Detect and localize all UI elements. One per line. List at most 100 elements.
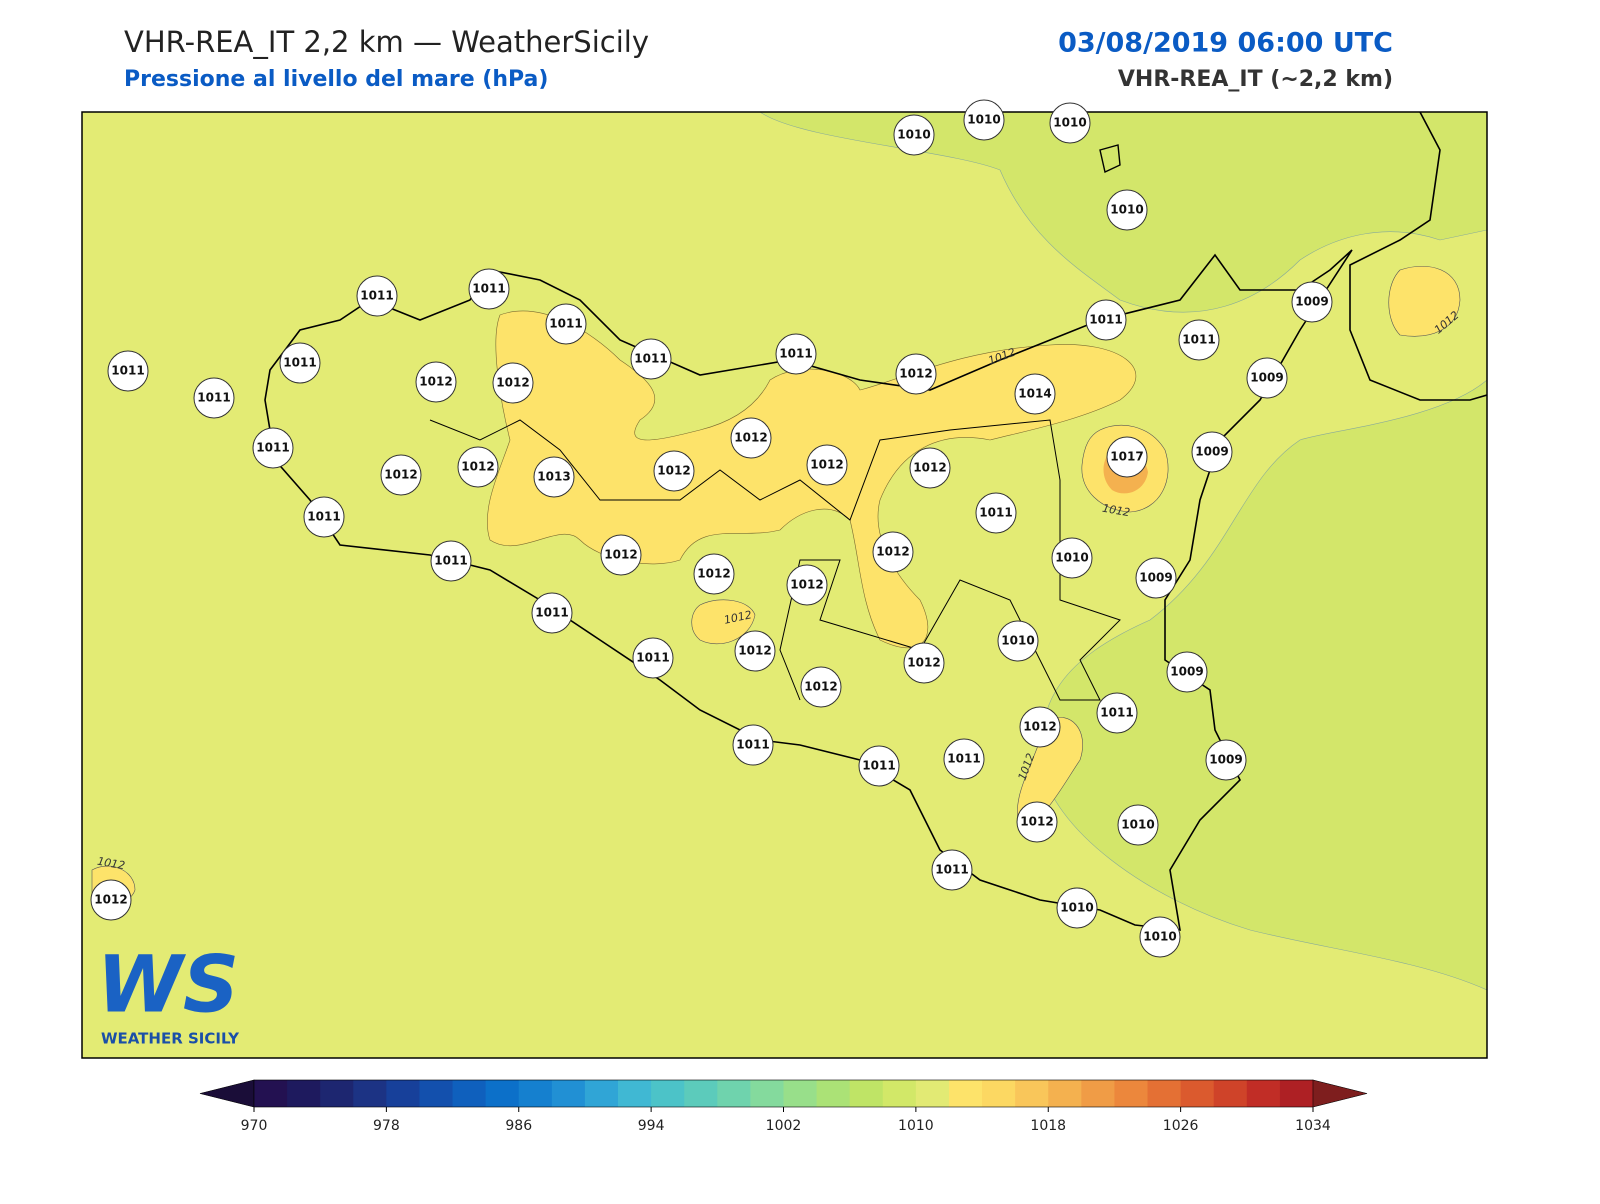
station-marker: [997, 620, 1039, 662]
station-value: 1012: [804, 680, 837, 694]
station-value: 1011: [979, 506, 1012, 520]
zone-high: [486, 310, 1137, 649]
logo-mark: WS: [97, 940, 239, 1030]
colorbar-tick-label: 1026: [1163, 1118, 1199, 1134]
station-marker: [1016, 801, 1058, 843]
colorbar-segment: [1246, 1080, 1281, 1107]
coastline: [1349, 112, 1487, 401]
station-marker: [1096, 692, 1138, 734]
station-marker: [492, 362, 534, 404]
station-marker: [931, 849, 973, 891]
colorbar-segment: [1213, 1080, 1248, 1107]
station-value: 1011: [736, 738, 769, 752]
station-value: 1012: [876, 545, 909, 559]
station-marker: [1178, 319, 1220, 361]
colorbar-segment: [1279, 1080, 1314, 1107]
contour-label: 1012: [96, 855, 126, 873]
station-value: 1009: [1195, 445, 1228, 459]
station-value: 1011: [111, 364, 144, 378]
station-value: 1013: [537, 470, 570, 484]
station-value: 1011: [947, 752, 980, 766]
station-marker: [909, 447, 951, 489]
station-value: 1012: [419, 375, 452, 389]
station-value: 1012: [697, 567, 730, 581]
station-value: 1011: [636, 651, 669, 665]
station-marker: [90, 879, 132, 921]
station-value: 1012: [734, 431, 767, 445]
station-marker: [468, 268, 510, 310]
station-value: 1012: [790, 578, 823, 592]
station-marker: [380, 454, 422, 496]
station-value: 1012: [907, 656, 940, 670]
station-marker: [1117, 804, 1159, 846]
station-marker: [356, 275, 398, 317]
colorbar-segment: [1114, 1080, 1149, 1107]
station-marker: [903, 642, 945, 684]
station-marker: [531, 592, 573, 634]
colorbar-segment: [783, 1080, 818, 1107]
station-marker: [252, 427, 294, 469]
map-frame: [81, 111, 1488, 1059]
station-marker: [1051, 537, 1093, 579]
colorbar-segment: [1147, 1080, 1182, 1107]
date: 03/08/2019 06:00 UTC: [1058, 28, 1393, 59]
station-marker: [1166, 651, 1208, 693]
station-value: 1011: [434, 554, 467, 568]
station-value: 1010: [1055, 551, 1088, 565]
station-value: 1011: [1100, 706, 1133, 720]
station-value: 1011: [1089, 313, 1122, 327]
station-value: 1010: [1143, 930, 1176, 944]
colorbar-segment: [386, 1080, 420, 1107]
station-marker: [895, 353, 937, 395]
station-value: 1010: [1053, 116, 1086, 130]
station-value: 1009: [1170, 665, 1203, 679]
colorbar-segment: [882, 1080, 917, 1107]
colorbar-segment: [1015, 1080, 1049, 1107]
station-value: 1010: [1121, 818, 1154, 832]
station-marker: [630, 338, 672, 380]
station-value: 1011: [360, 289, 393, 303]
colorbar-segment: [353, 1080, 387, 1107]
station-marker: [653, 450, 695, 492]
colorbar-segment: [651, 1080, 685, 1107]
station-marker: [1019, 706, 1061, 748]
title: VHR-REA_IT 2,2 km — WeatherSicily: [124, 25, 649, 59]
station-value: 1012: [899, 367, 932, 381]
province-border: [429, 419, 1121, 701]
station-marker: [1106, 436, 1148, 478]
station-value: 1012: [1020, 815, 1053, 829]
station-marker: [734, 630, 776, 672]
station-value: 1009: [1295, 295, 1328, 309]
station-value: 1014: [1018, 387, 1051, 401]
logo-name: WEATHER SICILY: [101, 1030, 240, 1048]
station-value: 1012: [657, 464, 690, 478]
station-marker: [1106, 189, 1148, 231]
station-value: 1012: [913, 461, 946, 475]
station-value: 1011: [197, 391, 230, 405]
colorbar-segment: [452, 1080, 487, 1107]
colorbar-tick-label: 1034: [1295, 1118, 1331, 1134]
colorbar-segment: [1180, 1080, 1215, 1107]
station-value: 1010: [897, 128, 930, 142]
colorbar-segment: [915, 1080, 950, 1107]
colorbar-tick-label: 986: [505, 1118, 532, 1134]
station-marker: [107, 350, 149, 392]
station-marker: [430, 540, 472, 582]
station-marker: [415, 361, 457, 403]
colorbar-segment: [485, 1080, 520, 1107]
station-marker: [800, 666, 842, 708]
colorbar-tick-label: 1010: [898, 1118, 934, 1134]
station-marker: [1049, 102, 1091, 144]
colorbar-segment: [717, 1080, 751, 1107]
station-value: 1010: [1001, 634, 1034, 648]
station-marker: [975, 492, 1017, 534]
colorbar-tick-label: 1002: [766, 1118, 802, 1134]
station-marker: [1205, 739, 1247, 781]
station-value: 1011: [472, 282, 505, 296]
station-value: 1012: [604, 548, 637, 562]
station-value: 1011: [549, 317, 582, 331]
colorbar-segment: [750, 1080, 784, 1107]
station-value: 1011: [307, 510, 340, 524]
station-marker: [1085, 299, 1127, 341]
